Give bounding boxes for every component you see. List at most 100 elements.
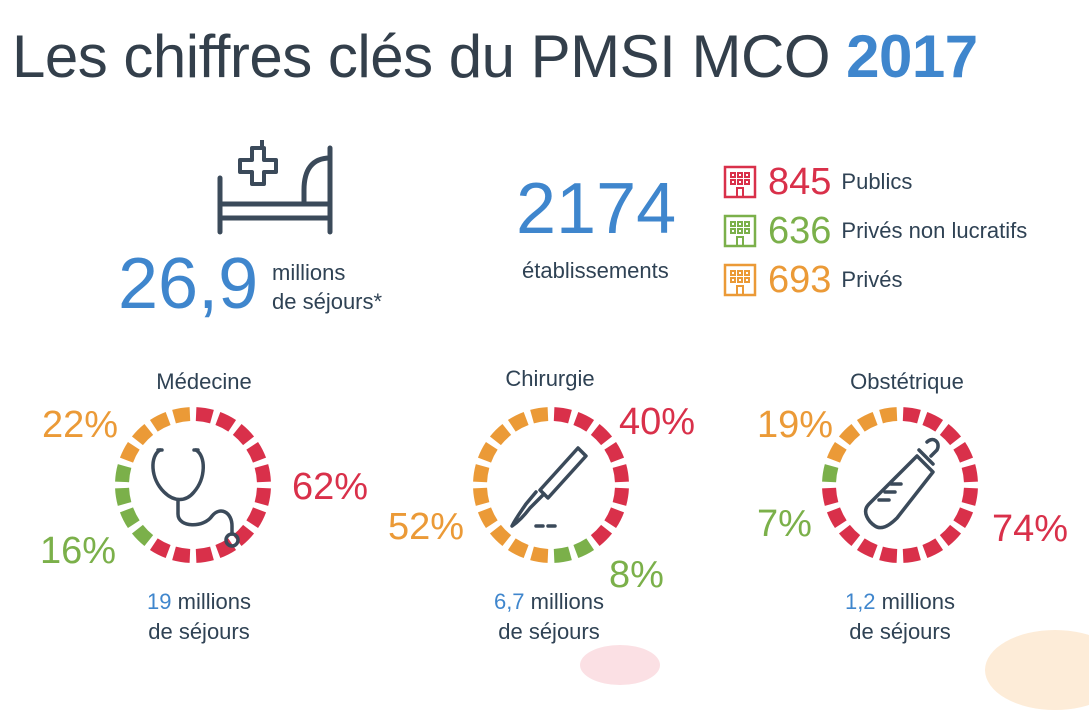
stethoscope-icon bbox=[151, 448, 240, 548]
donut-segment-private bbox=[879, 407, 898, 424]
chirurgie-public-pct: 40% bbox=[619, 401, 696, 443]
donut-segment-private bbox=[507, 411, 529, 432]
public-count: 845 bbox=[768, 160, 832, 203]
donut-segment-public bbox=[195, 407, 214, 424]
chirurgie-stays-unit: millions bbox=[530, 589, 605, 614]
donut-segment-public bbox=[553, 407, 572, 424]
medecine-title: Médecine bbox=[156, 369, 252, 394]
building-icon bbox=[723, 214, 757, 248]
chirurgie-title: Chirurgie bbox=[505, 366, 595, 391]
building-icon bbox=[723, 263, 757, 297]
donut-segment-private bbox=[838, 423, 861, 446]
donut-segment-non-profit bbox=[115, 464, 132, 483]
donut-segment-public bbox=[172, 546, 191, 563]
medecine-stays: 19 millions de séjours bbox=[89, 587, 309, 647]
donut-segment-public bbox=[232, 423, 255, 446]
chirurgie-stays-value: 6,7 bbox=[493, 589, 525, 614]
donut-segment-public bbox=[879, 546, 898, 563]
medecine-non-profit-pct: 16% bbox=[40, 530, 117, 572]
donut-segment-private bbox=[856, 411, 878, 432]
establishment-row-public: 845 Publics bbox=[722, 161, 912, 203]
donut-segment-public bbox=[902, 546, 921, 563]
donut-segment-public bbox=[215, 538, 237, 559]
title-year: 2017 bbox=[846, 23, 978, 90]
establishment-row-non-profit: 636 Privés non lucratifs bbox=[722, 210, 1027, 252]
donut-segment-private bbox=[477, 441, 498, 463]
stays-unit-line1: millions bbox=[272, 260, 346, 285]
obstetrique-private-pct: 19% bbox=[757, 404, 834, 446]
donut-segment-non-profit bbox=[573, 538, 595, 559]
medecine-public-pct: 62% bbox=[292, 466, 369, 508]
donut-segment-public bbox=[939, 423, 962, 446]
donut-segment-public bbox=[953, 507, 974, 529]
donut-segment-public bbox=[961, 464, 978, 483]
donut-segment-private bbox=[473, 487, 490, 506]
medecine-stays-value: 19 bbox=[147, 589, 172, 614]
public-label: Publics bbox=[841, 169, 913, 194]
donut-segment-private bbox=[172, 407, 191, 424]
private-count: 693 bbox=[768, 258, 832, 301]
obstetrique-non-profit-pct: 7% bbox=[757, 503, 812, 545]
non-profit-label: Privés non lucratifs bbox=[841, 218, 1028, 243]
decorative-blob bbox=[580, 645, 660, 685]
donut-segment-private bbox=[119, 441, 140, 463]
obstetrique-donut bbox=[822, 407, 978, 563]
obstetrique-stays: 1,2 millions de séjours bbox=[790, 587, 1010, 647]
hospital-bed-icon bbox=[217, 140, 333, 235]
medecine-stays-unit: millions bbox=[177, 589, 251, 614]
donut-segment-public bbox=[612, 487, 629, 506]
donut-segment-private bbox=[473, 464, 490, 483]
medecine-private-pct: 22% bbox=[42, 404, 119, 446]
establishments-label: établissements bbox=[522, 258, 669, 283]
donut-segment-public bbox=[939, 524, 962, 547]
donut-segment-public bbox=[215, 411, 237, 432]
page-title: Les chiffres clés du PMSI MCO 2017 bbox=[12, 22, 978, 91]
donut-segment-public bbox=[612, 464, 629, 483]
stays-unit-line2: de séjours* bbox=[272, 289, 383, 314]
donut-segment-non-profit bbox=[131, 524, 154, 547]
baby-bottle-icon bbox=[863, 437, 940, 530]
obstetrique-title: Obstétrique bbox=[850, 369, 964, 394]
obstetrique-stays-line2: de séjours bbox=[849, 619, 951, 644]
donut-segment-private bbox=[489, 524, 512, 547]
donut-segment-public bbox=[838, 524, 861, 547]
donut-segment-public bbox=[922, 411, 944, 432]
donut-segment-private bbox=[530, 407, 549, 424]
non-profit-count: 636 bbox=[768, 209, 832, 252]
donut-segment-public bbox=[195, 546, 214, 563]
donut-segment-non-profit bbox=[822, 464, 839, 483]
donut-segment-non-profit bbox=[115, 487, 132, 506]
donut-segment-public bbox=[826, 507, 847, 529]
donut-segment-public bbox=[573, 411, 595, 432]
donut-segment-public bbox=[590, 524, 613, 547]
stays-total-value: 26,9 bbox=[118, 244, 259, 324]
donut-segment-public bbox=[822, 487, 839, 506]
chirurgie-stays: 6,7 millions de séjours bbox=[439, 587, 659, 647]
establishment-row-private: 693 Privés bbox=[722, 259, 903, 301]
donut-segment-public bbox=[254, 487, 271, 506]
donut-segment-public bbox=[590, 423, 613, 446]
chirurgie-non-profit-pct: 8% bbox=[609, 554, 664, 596]
donut-segment-public bbox=[604, 441, 625, 463]
chirurgie-donut bbox=[473, 407, 629, 563]
donut-segment-private bbox=[489, 423, 512, 446]
donut-segment-public bbox=[902, 407, 921, 424]
donut-segment-non-profit bbox=[553, 546, 572, 563]
building-icon bbox=[723, 165, 757, 199]
medecine-donut bbox=[115, 407, 271, 563]
chirurgie-stays-line2: de séjours bbox=[498, 619, 600, 644]
stays-total-unit: millions de séjours* bbox=[272, 258, 382, 316]
obstetrique-stays-unit: millions bbox=[881, 589, 956, 614]
donut-segment-private bbox=[826, 441, 847, 463]
donut-segment-public bbox=[604, 507, 625, 529]
obstetrique-public-pct: 74% bbox=[992, 508, 1069, 550]
donut-segment-private bbox=[507, 538, 529, 559]
donut-segment-public bbox=[149, 538, 171, 559]
donut-segment-public bbox=[246, 441, 267, 463]
donut-segment-public bbox=[953, 441, 974, 463]
establishments-total-value: 2174 bbox=[516, 169, 677, 249]
donut-segment-public bbox=[922, 538, 944, 559]
title-text: Les chiffres clés du PMSI MCO bbox=[12, 23, 831, 90]
obstetrique-stays-value: 1,2 bbox=[844, 589, 876, 614]
donut-segment-non-profit bbox=[119, 507, 140, 529]
